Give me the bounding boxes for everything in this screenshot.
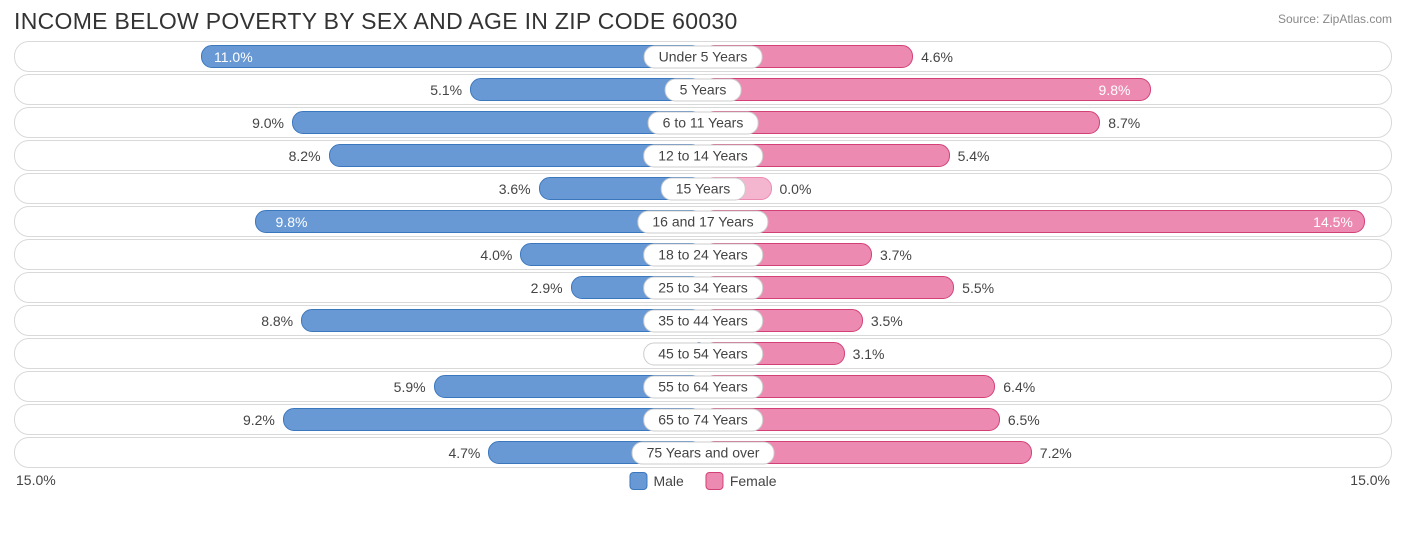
legend: Male Female bbox=[629, 472, 776, 490]
category-pill: 15 Years bbox=[661, 177, 746, 200]
chart-source: Source: ZipAtlas.com bbox=[1278, 12, 1392, 26]
category-pill: 35 to 44 Years bbox=[643, 309, 763, 332]
female-value-label: 7.2% bbox=[1040, 445, 1072, 461]
legend-male-label: Male bbox=[653, 473, 683, 489]
category-pill: Under 5 Years bbox=[644, 45, 763, 68]
category-pill: 16 and 17 Years bbox=[637, 210, 768, 233]
male-bar bbox=[292, 111, 703, 134]
female-value-label: 3.5% bbox=[871, 313, 903, 329]
male-value-label: 4.0% bbox=[480, 247, 512, 263]
female-value-label: 5.4% bbox=[958, 148, 990, 164]
chart-row: 9.0% 8.7% 6 to 11 Years bbox=[14, 107, 1392, 138]
male-value-label: 4.7% bbox=[448, 445, 480, 461]
diverging-bar-chart: 11.0% 4.6% Under 5 Years 5.1% 9.8% 5 Years 9.0… bbox=[14, 41, 1392, 468]
male-value-label: 9.0% bbox=[252, 115, 284, 131]
female-value-label: 8.7% bbox=[1108, 115, 1140, 131]
female-value-label: 6.5% bbox=[1008, 412, 1040, 428]
female-value-label: 3.7% bbox=[880, 247, 912, 263]
male-value-label: 11.0% bbox=[214, 49, 253, 65]
female-bar bbox=[703, 111, 1100, 134]
male-value-label: 5.9% bbox=[394, 379, 426, 395]
chart-title: INCOME BELOW POVERTY BY SEX AND AGE IN Z… bbox=[14, 8, 738, 35]
female-bar bbox=[703, 78, 1151, 101]
chart-row: 8.2% 5.4% 12 to 14 Years bbox=[14, 140, 1392, 171]
male-value-label: 9.8% bbox=[276, 214, 308, 230]
female-value-label: 6.4% bbox=[1003, 379, 1035, 395]
axis-labels: 15.0% Male Female 15.0% bbox=[14, 472, 1392, 488]
category-pill: 45 to 54 Years bbox=[643, 342, 763, 365]
female-value-label: 4.6% bbox=[921, 49, 953, 65]
chart-row: 8.8% 3.5% 35 to 44 Years bbox=[14, 305, 1392, 336]
category-pill: 6 to 11 Years bbox=[648, 111, 759, 134]
male-value-label: 9.2% bbox=[243, 412, 275, 428]
male-value-label: 3.6% bbox=[499, 181, 531, 197]
female-value-label: 14.5% bbox=[1313, 214, 1353, 230]
female-swatch-icon bbox=[706, 472, 724, 490]
female-value-label: 0.0% bbox=[780, 181, 812, 197]
axis-right-max: 15.0% bbox=[1350, 472, 1390, 488]
chart-row: 4.7% 7.2% 75 Years and over bbox=[14, 437, 1392, 468]
male-value-label: 8.8% bbox=[261, 313, 293, 329]
chart-row: 9.8% 14.5% 16 and 17 Years bbox=[14, 206, 1392, 237]
chart-row: 3.6% 0.0% 15 Years bbox=[14, 173, 1392, 204]
male-bar bbox=[201, 45, 703, 68]
category-pill: 55 to 64 Years bbox=[643, 375, 763, 398]
chart-row: 11.0% 4.6% Under 5 Years bbox=[14, 41, 1392, 72]
legend-female-label: Female bbox=[730, 473, 777, 489]
female-value-label: 5.5% bbox=[962, 280, 994, 296]
chart-row: 9.2% 6.5% 65 to 74 Years bbox=[14, 404, 1392, 435]
axis-left-max: 15.0% bbox=[16, 472, 56, 488]
chart-row: 5.1% 9.8% 5 Years bbox=[14, 74, 1392, 105]
category-pill: 75 Years and over bbox=[632, 441, 775, 464]
female-value-label: 9.8% bbox=[1099, 82, 1131, 98]
female-value-label: 3.1% bbox=[853, 346, 885, 362]
male-bar bbox=[255, 210, 703, 233]
male-value-label: 5.1% bbox=[430, 82, 462, 98]
chart-row: 5.9% 6.4% 55 to 64 Years bbox=[14, 371, 1392, 402]
male-value-label: 8.2% bbox=[289, 148, 321, 164]
category-pill: 25 to 34 Years bbox=[643, 276, 763, 299]
male-swatch-icon bbox=[629, 472, 647, 490]
male-bar bbox=[283, 408, 703, 431]
legend-female: Female bbox=[706, 472, 777, 490]
chart-row: 2.9% 5.5% 25 to 34 Years bbox=[14, 272, 1392, 303]
chart-row: 4.0% 3.7% 18 to 24 Years bbox=[14, 239, 1392, 270]
category-pill: 12 to 14 Years bbox=[643, 144, 763, 167]
female-bar bbox=[703, 210, 1365, 233]
category-pill: 65 to 74 Years bbox=[643, 408, 763, 431]
chart-row: 0.17%3.1%45 to 54 Years bbox=[14, 338, 1392, 369]
legend-male: Male bbox=[629, 472, 683, 490]
category-pill: 18 to 24 Years bbox=[643, 243, 763, 266]
male-value-label: 2.9% bbox=[531, 280, 563, 296]
category-pill: 5 Years bbox=[665, 78, 742, 101]
